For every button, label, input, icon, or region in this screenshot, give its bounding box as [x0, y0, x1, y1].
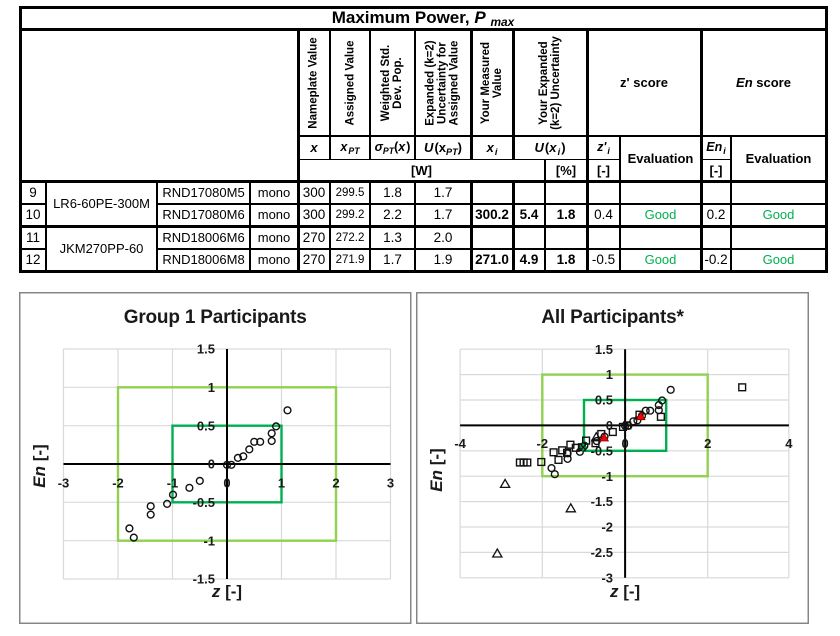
svg-text:-1.5: -1.5 — [590, 494, 612, 509]
svg-text:-4: -4 — [454, 436, 466, 451]
svg-text:0: 0 — [621, 436, 628, 451]
svg-text:-0.5: -0.5 — [590, 443, 612, 458]
svg-text:-2.5: -2.5 — [590, 545, 612, 560]
svg-text:0.5: 0.5 — [197, 418, 215, 433]
svg-text:2: 2 — [704, 436, 711, 451]
svg-text:En [-]: En [-] — [30, 444, 49, 487]
svg-text:1: 1 — [605, 367, 612, 382]
svg-text:-1: -1 — [601, 469, 613, 484]
svg-text:-2: -2 — [536, 436, 548, 451]
svg-text:2: 2 — [332, 476, 339, 491]
svg-text:1: 1 — [278, 476, 285, 491]
svg-text:-0.5: -0.5 — [193, 495, 215, 510]
svg-text:1.5: 1.5 — [197, 342, 215, 357]
svg-text:-2: -2 — [112, 476, 124, 491]
svg-text:All Participants*: All Participants* — [541, 307, 684, 328]
svg-text:1.5: 1.5 — [594, 342, 612, 357]
svg-text:0: 0 — [605, 418, 612, 433]
svg-text:0.5: 0.5 — [594, 393, 612, 408]
svg-text:-1: -1 — [167, 476, 179, 491]
svg-text:-3: -3 — [58, 476, 70, 491]
svg-text:1: 1 — [208, 380, 215, 395]
svg-text:Group 1 Participants: Group 1 Participants — [124, 307, 307, 328]
svg-text:3: 3 — [387, 476, 394, 491]
svg-text:z [-]: z [-] — [608, 582, 639, 601]
svg-text:-2: -2 — [601, 520, 613, 535]
svg-text:-1.5: -1.5 — [193, 572, 215, 587]
svg-text:-1: -1 — [203, 533, 215, 548]
svg-text:4: 4 — [785, 436, 793, 451]
svg-text:-3: -3 — [601, 570, 613, 585]
svg-text:z [-]: z [-] — [211, 582, 242, 601]
svg-text:0: 0 — [223, 476, 230, 491]
svg-text:En [-]: En [-] — [427, 448, 446, 491]
svg-text:0: 0 — [208, 457, 215, 472]
